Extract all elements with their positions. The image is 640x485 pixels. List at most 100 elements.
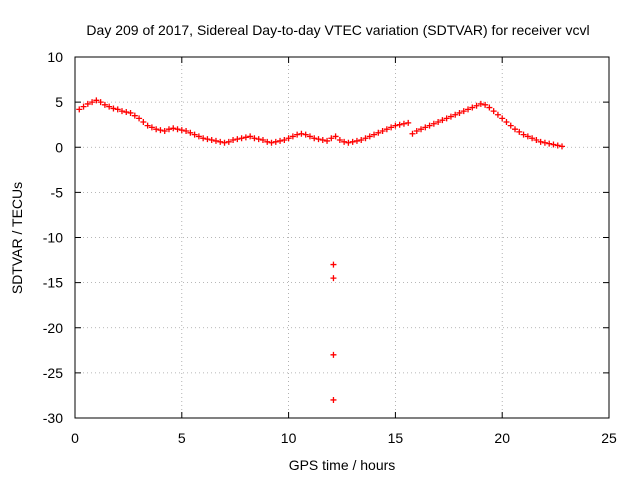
data-point-marker — [460, 108, 467, 115]
x-tick-label: 0 — [71, 430, 79, 446]
grid-lines — [75, 57, 609, 418]
data-point-marker — [512, 126, 519, 133]
data-point-marker — [486, 104, 493, 111]
data-point-marker — [443, 115, 450, 122]
data-point-marker — [524, 133, 531, 140]
data-point-marker — [520, 131, 527, 138]
data-point-marker — [477, 100, 484, 107]
data-point-marker — [435, 118, 442, 125]
y-tick-label: -5 — [51, 184, 64, 200]
data-point-marker — [84, 100, 91, 107]
data-point-marker — [353, 137, 360, 144]
data-point-marker — [537, 138, 544, 145]
data-point-marker — [259, 137, 266, 144]
data-point-marker — [324, 137, 331, 144]
data-point-marker — [161, 128, 168, 135]
axis-ticks: 0 5 10 15 20 25 -30 -25 -20 -15 -10 -5 0 5 10 — [43, 49, 617, 446]
data-point-marker — [409, 130, 416, 137]
data-point-marker — [349, 138, 356, 145]
data-point-marker — [366, 133, 373, 140]
data-point-marker — [89, 99, 96, 106]
y-tick-label: -15 — [43, 275, 63, 291]
data-point-marker — [541, 139, 548, 146]
data-point-marker — [330, 261, 337, 268]
x-tick-label: 5 — [178, 430, 186, 446]
data-point-marker — [114, 106, 121, 113]
data-point-marker — [170, 125, 177, 132]
data-point-marker — [178, 127, 185, 134]
data-point-marker — [362, 135, 369, 142]
data-point-marker — [400, 120, 407, 127]
data-point-marker — [93, 97, 100, 104]
data-point-marker — [131, 112, 138, 119]
data-point-marker — [469, 104, 476, 111]
data-point-marker — [499, 115, 506, 122]
y-tick-label: -20 — [43, 320, 63, 336]
data-point-marker — [165, 126, 172, 133]
data-point-marker — [413, 128, 420, 135]
data-point-marker — [212, 137, 219, 144]
data-point-marker — [396, 121, 403, 128]
data-point-marker — [140, 118, 147, 125]
data-point-marker — [332, 133, 339, 140]
data-point-marker — [529, 135, 536, 142]
data-point-marker — [195, 133, 202, 140]
data-point-marker — [358, 137, 365, 144]
data-point-marker — [473, 102, 480, 109]
data-point-marker — [302, 131, 309, 138]
data-point-marker — [294, 131, 301, 138]
data-point-marker — [439, 117, 446, 124]
data-point-marker — [311, 135, 318, 142]
data-point-marker — [183, 128, 190, 135]
data-point-marker — [268, 139, 275, 146]
x-axis-label: GPS time / hours — [289, 457, 396, 473]
data-point-marker — [371, 131, 378, 138]
data-point-marker — [345, 139, 352, 146]
data-point-marker — [225, 138, 232, 145]
data-point-marker — [330, 275, 337, 282]
data-point-marker — [97, 99, 104, 106]
data-point-marker — [426, 122, 433, 129]
data-point-marker — [264, 138, 271, 145]
data-point-marker — [422, 124, 429, 131]
y-tick-label: -25 — [43, 365, 63, 381]
data-point-marker — [76, 106, 83, 113]
data-point-marker — [217, 138, 224, 145]
data-point-marker — [330, 396, 337, 403]
data-point-marker — [546, 140, 553, 147]
x-tick-label: 25 — [601, 430, 617, 446]
data-point-marker — [418, 126, 425, 133]
data-point-marker — [430, 120, 437, 127]
data-point-marker — [383, 126, 390, 133]
data-point-marker — [503, 118, 510, 125]
data-point-marker — [80, 103, 87, 110]
data-point-marker — [255, 136, 262, 143]
data-point-marker — [319, 137, 326, 144]
data-point-marker — [465, 106, 472, 113]
x-tick-label: 20 — [494, 430, 510, 446]
data-point-marker — [118, 108, 125, 115]
y-axis-label: SDTVAR / TECUs — [9, 182, 25, 294]
data-point-marker — [123, 109, 130, 116]
data-point-marker — [452, 111, 459, 118]
data-point-marker — [234, 136, 241, 143]
data-point-marker — [136, 115, 143, 122]
data-point-marker — [272, 138, 279, 145]
data-point-marker — [285, 135, 292, 142]
data-point-marker — [336, 137, 343, 144]
data-point-marker — [106, 103, 113, 110]
y-tick-label: 10 — [47, 49, 63, 65]
data-point-marker — [482, 101, 489, 108]
data-point-marker — [490, 108, 497, 115]
data-point-marker — [148, 124, 155, 131]
data-point-marker — [200, 135, 207, 142]
chart-title: Day 209 of 2017, Sidereal Day-to-day VTE… — [86, 22, 589, 38]
data-point-marker — [277, 137, 284, 144]
data-point-marker — [251, 135, 258, 142]
data-point-marker — [341, 138, 348, 145]
data-point-marker — [447, 113, 454, 120]
data-point-marker — [110, 105, 117, 112]
data-point-marker — [328, 135, 335, 142]
data-point-marker — [507, 122, 514, 129]
data-point-marker — [174, 126, 181, 133]
